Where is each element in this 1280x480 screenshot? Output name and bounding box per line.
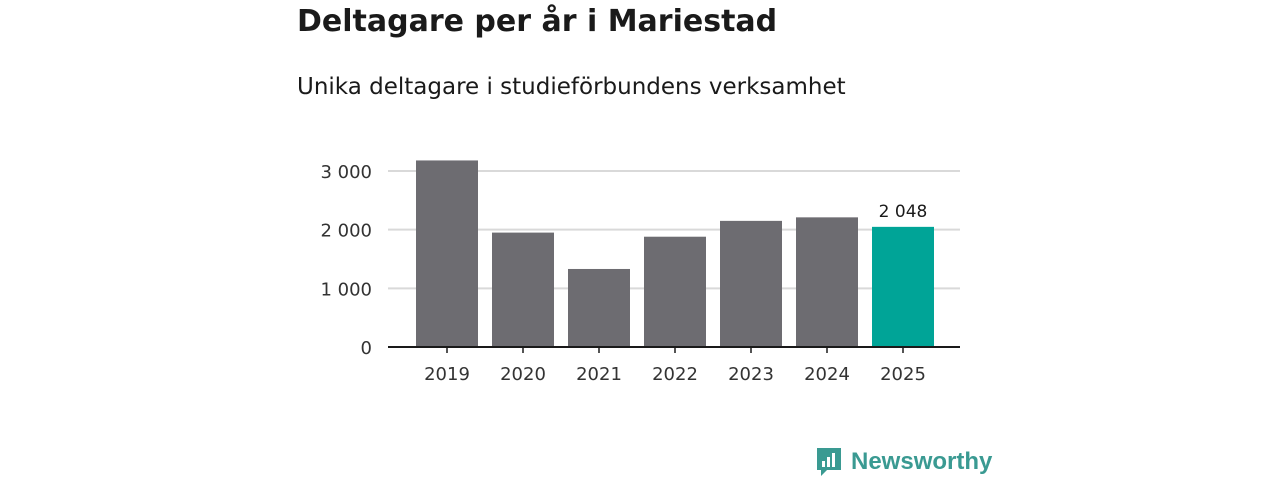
bar-2022 — [644, 236, 706, 347]
chart-subtitle: Unika deltagare i studieförbundens verks… — [297, 74, 846, 100]
x-tick-label: 2025 — [880, 364, 926, 385]
bar-2025 — [872, 226, 934, 347]
bar-2019 — [416, 160, 478, 347]
y-tick-label: 2 000 — [320, 221, 372, 242]
x-tick-label: 2019 — [424, 364, 470, 385]
y-tick-label: 0 — [361, 338, 372, 359]
bar-2021 — [568, 268, 630, 347]
x-tick-label: 2023 — [728, 364, 774, 385]
data-label: 2 048 — [879, 202, 928, 222]
bar-2024 — [796, 217, 858, 347]
brand-name: Newsworthy — [851, 448, 993, 475]
y-tick-label: 1 000 — [320, 279, 372, 300]
x-tick-label: 2020 — [500, 364, 546, 385]
x-tick-label: 2022 — [652, 364, 698, 385]
bar-2020 — [492, 232, 554, 347]
y-tick-label: 3 000 — [320, 162, 372, 183]
x-tick-label: 2021 — [576, 364, 622, 385]
bar-2023 — [720, 220, 782, 347]
chart-title: Deltagare per år i Mariestad — [297, 4, 778, 39]
x-tick-label: 2024 — [804, 364, 850, 385]
newsworthy-logo-icon — [817, 448, 841, 476]
brand-logo: Newsworthy — [815, 446, 992, 478]
